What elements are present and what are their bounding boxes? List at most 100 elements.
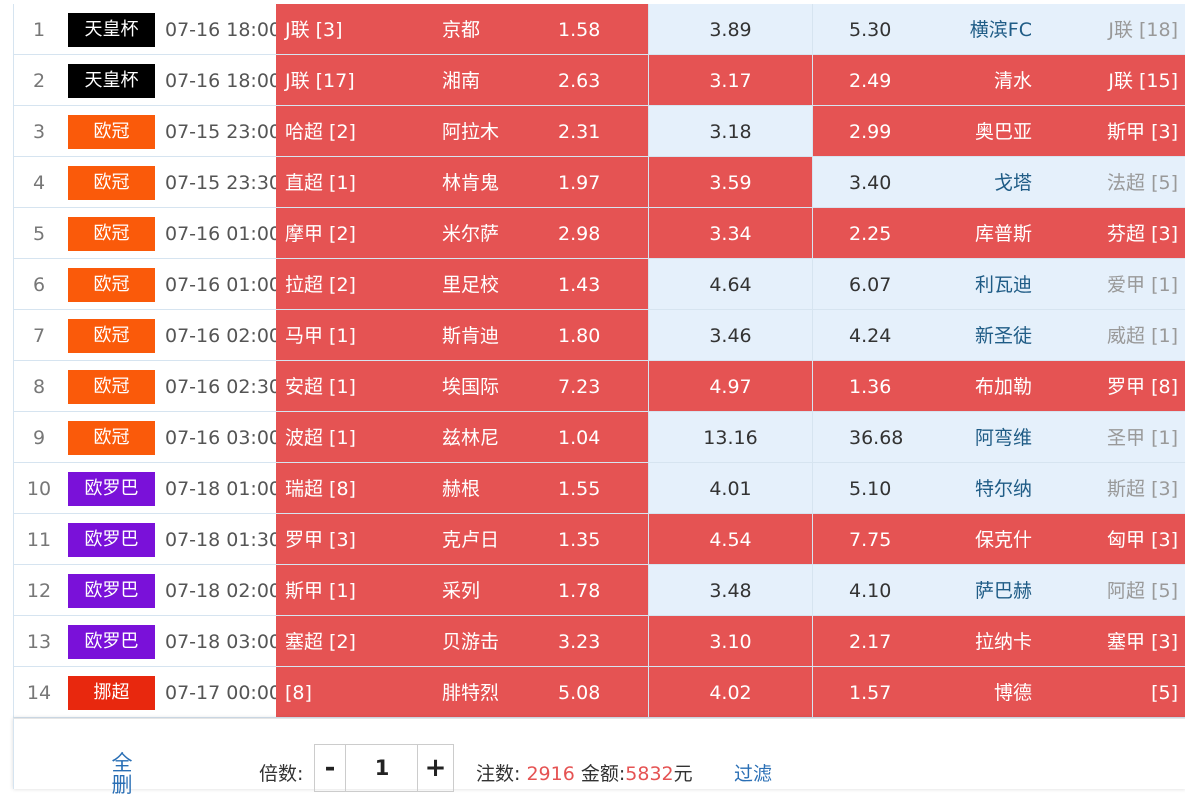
away-win-option[interactable]: 4.10 萨巴赫 阿超 [5] (813, 565, 1185, 615)
increase-button[interactable]: + (417, 745, 453, 791)
decrease-button[interactable]: - (315, 745, 346, 791)
multiplier-input[interactable]: 1 (374, 756, 390, 780)
match-time: 07-16 18:00 (165, 70, 282, 92)
draw-option[interactable]: 3.46 (649, 310, 813, 360)
away-team: 清水 (993, 70, 1032, 92)
home-odds: 3.23 (558, 631, 601, 653)
draw-option[interactable]: 4.97 (649, 361, 813, 411)
away-league: 芬超 [3] (1107, 223, 1178, 245)
home-win-option[interactable]: J联 [17] 湘南 2.63 (276, 55, 649, 105)
match-row: 11 欧罗巴 07-18 01:30 罗甲 [3] 克卢日 1.35 4.54 7.75 保克什… (14, 514, 1185, 565)
home-team: 兹林尼 (442, 427, 500, 449)
away-odds: 5.10 (849, 478, 892, 500)
draw-odds: 3.34 (709, 223, 752, 245)
clear-all-button[interactable]: 全 删 (111, 751, 133, 797)
away-odds: 1.36 (849, 376, 892, 398)
match-time: 07-16 01:00 (165, 274, 282, 296)
draw-option[interactable]: 3.34 (649, 208, 813, 258)
filter-link[interactable]: 过滤 (734, 763, 773, 785)
away-odds: 2.17 (849, 631, 892, 653)
home-league: 罗甲 [3] (285, 529, 356, 551)
home-win-option[interactable]: 摩甲 [2] 米尔萨 2.98 (276, 208, 649, 258)
home-odds: 5.08 (558, 682, 601, 704)
draw-option[interactable]: 3.89 (649, 4, 813, 54)
away-win-option[interactable]: 6.07 利瓦迪 爱甲 [1] (813, 259, 1185, 309)
competition-cell: 欧罗巴 (64, 463, 164, 513)
match-row: 5 欧冠 07-16 01:00 摩甲 [2] 米尔萨 2.98 3.34 2.25 库普斯 芬超… (14, 208, 1185, 259)
home-league: 安超 [1] (285, 376, 356, 398)
away-win-option[interactable]: 2.49 清水 J联 [15] (813, 55, 1185, 105)
match-row: 9 欧冠 07-16 03:00 波超 [1] 兹林尼 1.04 13.16 36.68 阿弯维… (14, 412, 1185, 463)
row-index: 8 (14, 361, 64, 411)
away-league: 法超 [5] (1107, 172, 1178, 194)
home-league: 马甲 [1] (285, 325, 356, 347)
away-win-option[interactable]: 4.24 新圣徒 威超 [1] (813, 310, 1185, 360)
home-odds: 2.98 (558, 223, 601, 245)
away-team: 阿弯维 (974, 427, 1032, 449)
home-win-option[interactable]: 马甲 [1] 斯肯迪 1.80 (276, 310, 649, 360)
away-win-option[interactable]: 5.10 特尔纳 斯超 [3] (813, 463, 1185, 513)
match-time-cell: 07-15 23:00 (164, 106, 281, 156)
match-time-cell: 07-16 01:00 (164, 208, 281, 258)
home-league: 斯甲 [1] (285, 580, 356, 602)
draw-odds: 13.16 (703, 427, 758, 449)
away-team: 库普斯 (974, 223, 1032, 245)
away-win-option[interactable]: 1.57 博德 [5] (813, 667, 1185, 717)
competition-cell: 天皇杯 (64, 55, 164, 105)
away-win-option[interactable]: 3.40 戈塔 法超 [5] (813, 157, 1185, 207)
home-team: 腓特烈 (442, 682, 500, 704)
home-win-option[interactable]: J联 [3] 京都 1.58 (276, 4, 649, 54)
home-odds: 1.80 (558, 325, 601, 347)
bets-label: 注数: (476, 763, 521, 785)
home-win-option[interactable]: 波超 [1] 兹林尼 1.04 (276, 412, 649, 462)
home-win-option[interactable]: 拉超 [2] 里足校 1.43 (276, 259, 649, 309)
draw-option[interactable]: 4.64 (649, 259, 813, 309)
away-win-option[interactable]: 36.68 阿弯维 圣甲 [1] (813, 412, 1185, 462)
home-win-option[interactable]: 罗甲 [3] 克卢日 1.35 (276, 514, 649, 564)
home-team: 赫根 (442, 478, 481, 500)
match-time-cell: 07-18 01:30 (164, 514, 281, 564)
competition-cell: 欧罗巴 (64, 565, 164, 615)
competition-badge: 天皇杯 (68, 13, 155, 47)
away-win-option[interactable]: 7.75 保克什 匈甲 [3] (813, 514, 1185, 564)
home-win-option[interactable]: 塞超 [2] 贝游击 3.23 (276, 616, 649, 666)
home-win-option[interactable]: 直超 [1] 林肯鬼 1.97 (276, 157, 649, 207)
draw-option[interactable]: 13.16 (649, 412, 813, 462)
row-index: 5 (14, 208, 64, 258)
home-team: 里足校 (442, 274, 500, 296)
draw-odds: 3.59 (709, 172, 752, 194)
home-team: 斯肯迪 (442, 325, 500, 347)
home-team: 克卢日 (442, 529, 500, 551)
away-team: 横滨FC (969, 19, 1032, 41)
draw-option[interactable]: 3.10 (649, 616, 813, 666)
multiplier-stepper: - 1 + (314, 744, 454, 792)
draw-option[interactable]: 4.02 (649, 667, 813, 717)
away-win-option[interactable]: 5.30 横滨FC J联 [18] (813, 4, 1185, 54)
draw-option[interactable]: 4.54 (649, 514, 813, 564)
away-odds: 2.25 (849, 223, 892, 245)
draw-option[interactable]: 3.17 (649, 55, 813, 105)
home-win-option[interactable]: [8] 腓特烈 5.08 (276, 667, 649, 717)
match-time-cell: 07-16 02:30 (164, 361, 281, 411)
draw-odds: 3.89 (709, 19, 752, 41)
draw-option[interactable]: 4.01 (649, 463, 813, 513)
draw-option[interactable]: 3.48 (649, 565, 813, 615)
away-win-option[interactable]: 1.36 布加勒 罗甲 [8] (813, 361, 1185, 411)
home-win-option[interactable]: 瑞超 [8] 赫根 1.55 (276, 463, 649, 513)
competition-badge: 欧罗巴 (68, 625, 155, 659)
home-league: 塞超 [2] (285, 631, 356, 653)
home-odds: 1.97 (558, 172, 601, 194)
draw-option[interactable]: 3.59 (649, 157, 813, 207)
match-time: 07-15 23:30 (165, 172, 282, 194)
competition-badge: 天皇杯 (68, 64, 155, 98)
home-win-option[interactable]: 哈超 [2] 阿拉木 2.31 (276, 106, 649, 156)
away-win-option[interactable]: 2.99 奥巴亚 斯甲 [3] (813, 106, 1185, 156)
away-win-option[interactable]: 2.17 拉纳卡 塞甲 [3] (813, 616, 1185, 666)
bet-summary: 注数: 2916 金额:5832元 (476, 759, 693, 786)
competition-cell: 欧冠 (64, 259, 164, 309)
draw-option[interactable]: 3.18 (649, 106, 813, 156)
home-odds: 7.23 (558, 376, 601, 398)
home-win-option[interactable]: 斯甲 [1] 采列 1.78 (276, 565, 649, 615)
away-win-option[interactable]: 2.25 库普斯 芬超 [3] (813, 208, 1185, 258)
home-win-option[interactable]: 安超 [1] 埃国际 7.23 (276, 361, 649, 411)
